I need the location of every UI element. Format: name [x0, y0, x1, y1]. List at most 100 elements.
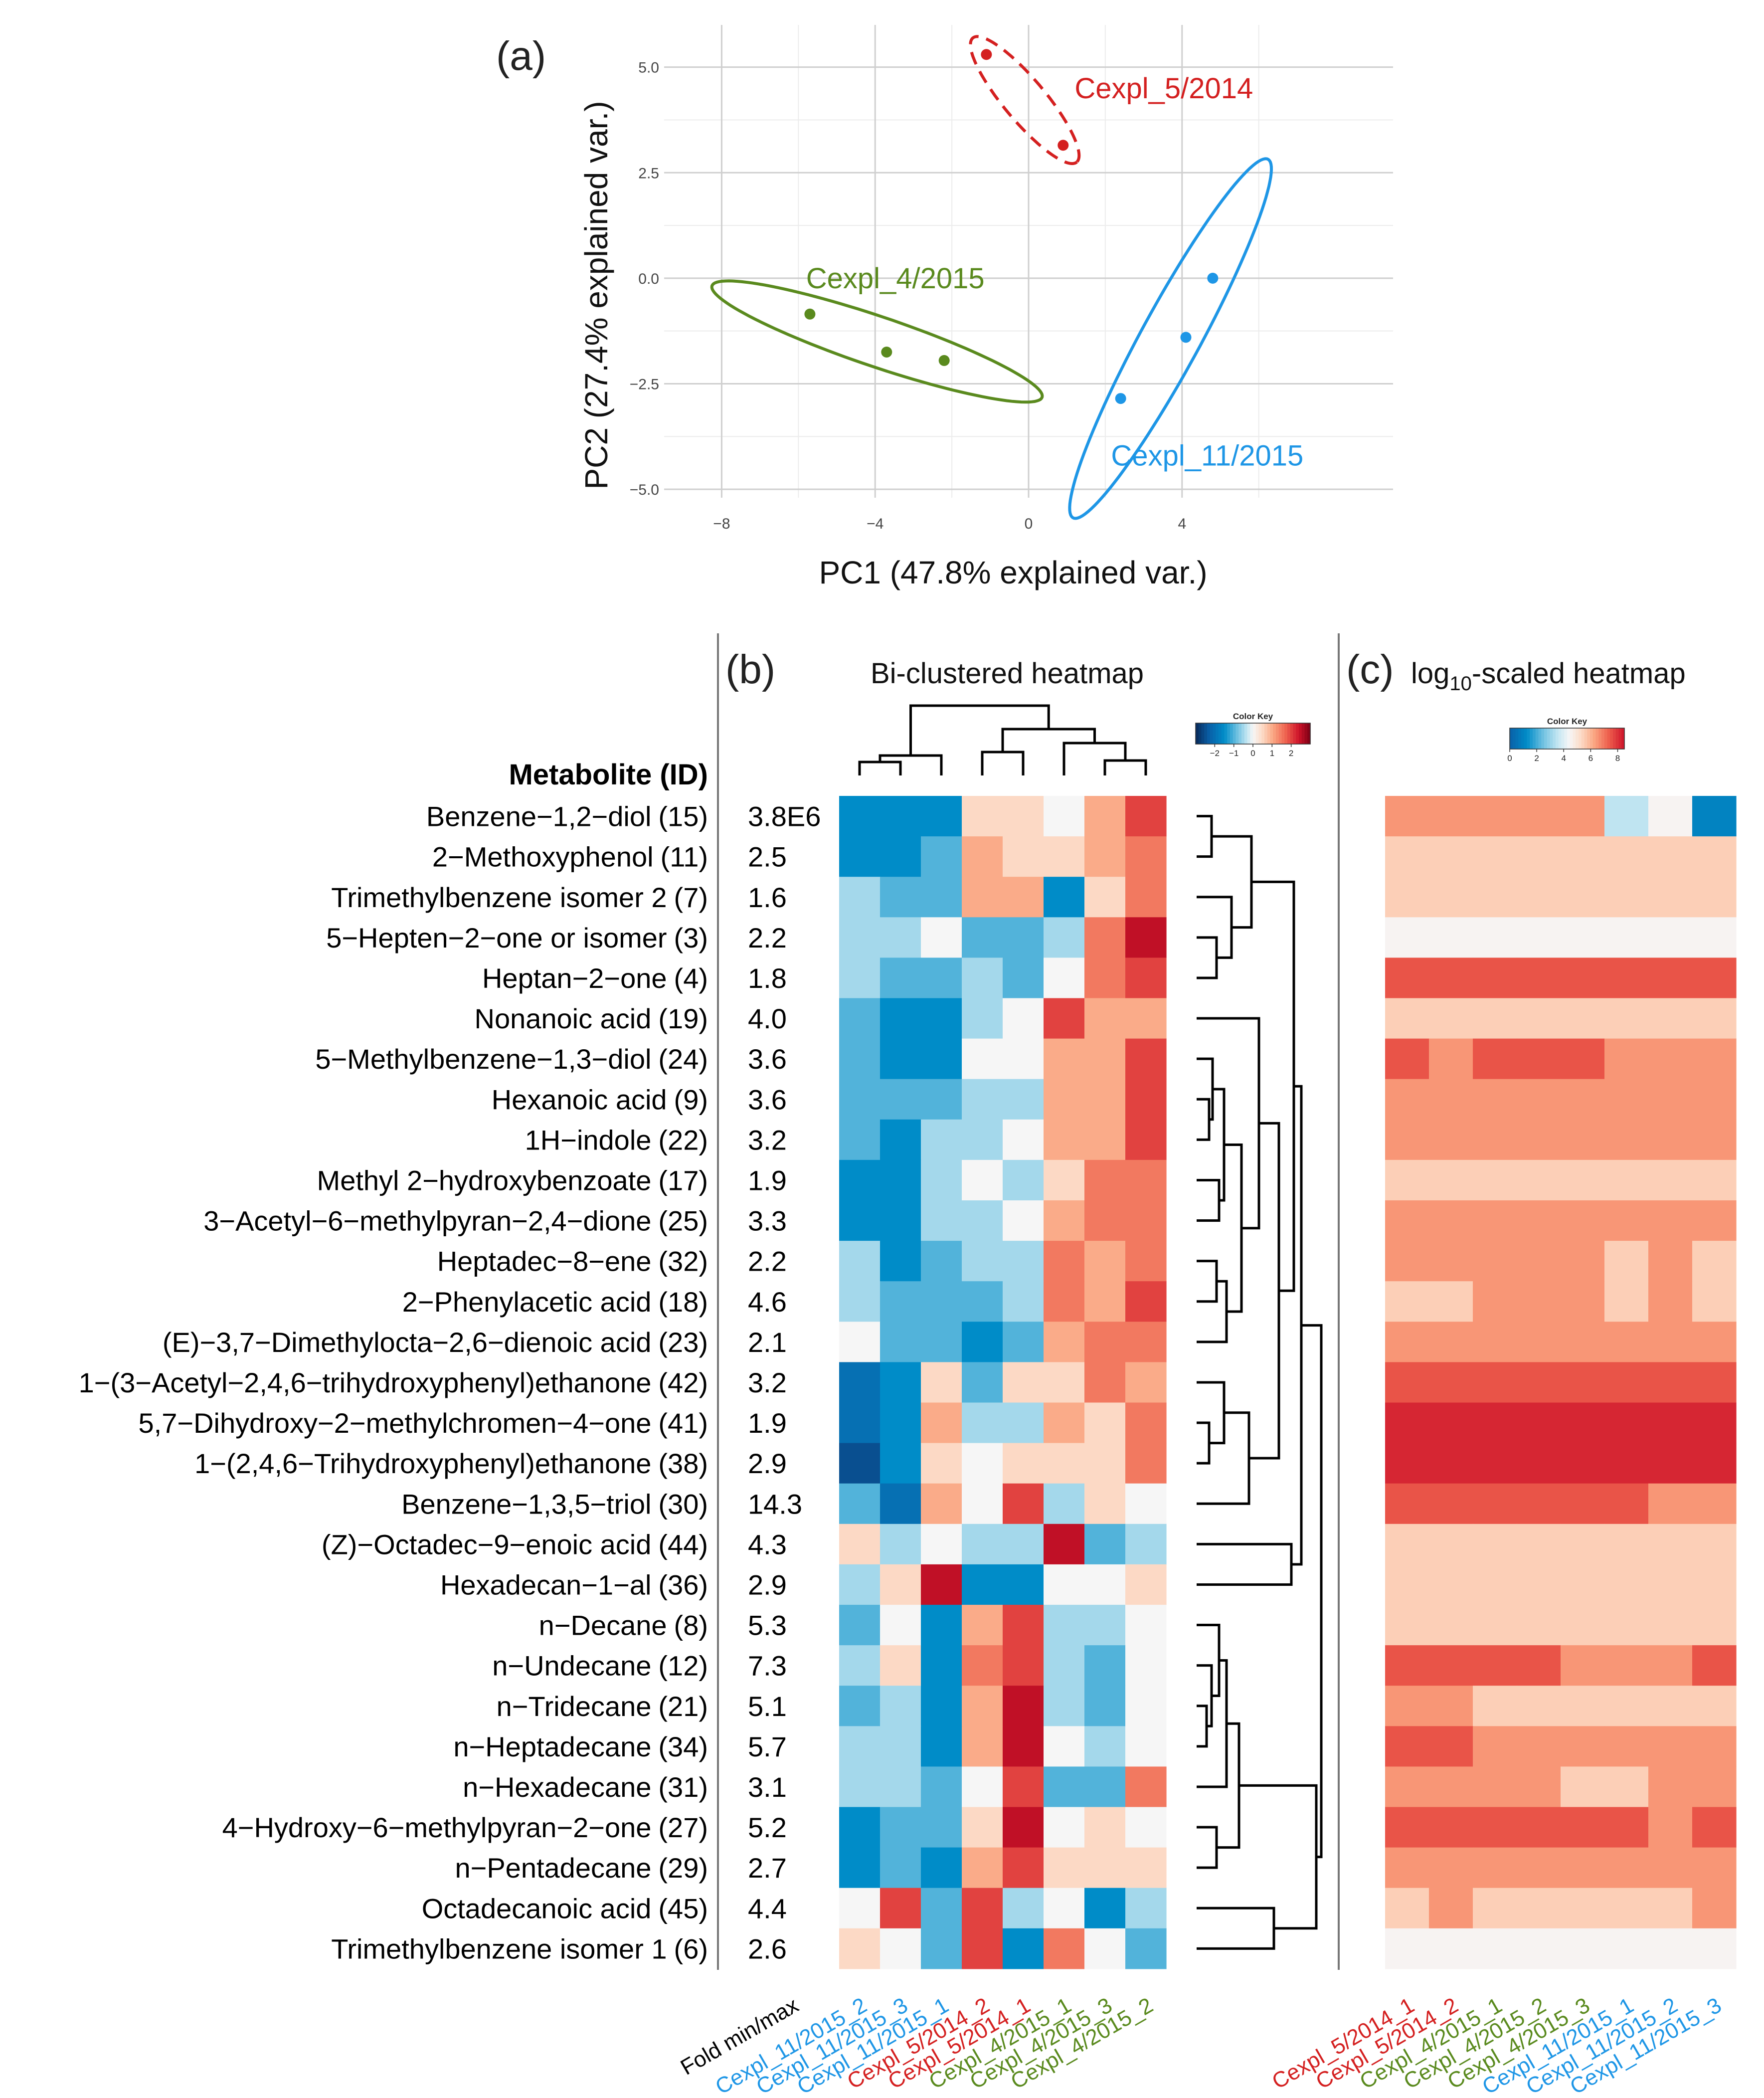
heatmap-b-cell [839, 1322, 881, 1362]
heatmap-b-cell [1003, 1564, 1044, 1605]
metabolite-id: (3) [674, 922, 708, 954]
heatmap-b-cell [962, 1079, 1003, 1120]
metabolite-id: (34) [658, 1731, 708, 1762]
heatmap-b-cell [880, 1079, 921, 1120]
metabolite-row-label: 2−Methoxyphenol (11) [432, 841, 708, 873]
heatmap-c-cell [1604, 1119, 1649, 1160]
heatmap-b-cell [1003, 877, 1044, 918]
heatmap-b-cell [1125, 1241, 1167, 1282]
heatmap-c-cell [1517, 877, 1561, 918]
metabolite-name: Heptan−2−one [482, 962, 667, 994]
heatmap-c-cell [1429, 836, 1473, 877]
heatmap-b-cell [962, 998, 1003, 1039]
heatmap-c-cell [1473, 1281, 1517, 1322]
metabolite-name: n−Tridecane [497, 1691, 652, 1722]
heatmap-c-cell [1561, 1726, 1605, 1767]
color-key-swatch [1278, 723, 1282, 744]
heatmap-b-cell [1125, 1362, 1167, 1403]
heatmap-b-cell [880, 796, 921, 837]
pca-group-ellipse [969, 35, 1081, 165]
pca-x-tick-label: 4 [1178, 516, 1186, 532]
heatmap-c-cell [1517, 1564, 1561, 1605]
heatmap-b-cell [1003, 1645, 1044, 1686]
fold-value: 4.0 [748, 1003, 787, 1034]
heatmap-c-cell [1648, 998, 1693, 1039]
heatmap-b-cell [962, 1483, 1003, 1525]
heatmap-c-cell [1517, 1766, 1561, 1808]
heatmap-b-cell [880, 1766, 921, 1808]
heatmap-b-cell [921, 1159, 962, 1201]
heatmap-b-cell [962, 1241, 1003, 1282]
heatmap-c-cell [1561, 1524, 1605, 1565]
heatmap-c-cell [1648, 1726, 1693, 1767]
heatmap-c-cell [1561, 1322, 1605, 1362]
heatmap-c-cell [1385, 1524, 1429, 1565]
metabolite-id: (36) [658, 1569, 708, 1600]
heatmap-c-cell [1473, 1524, 1517, 1565]
heatmap-c-cell [1604, 1847, 1649, 1889]
heatmap-c-cell [1429, 1079, 1473, 1120]
column-dendrogram-link [909, 704, 1050, 756]
metabolite-id: (38) [658, 1448, 708, 1479]
heatmap-b-cell [1003, 1483, 1044, 1525]
pca-point [1115, 393, 1126, 404]
heatmap-b-cell [1084, 1443, 1126, 1484]
heatmap-c-cell [1429, 1159, 1473, 1201]
heatmap-b-cell [1003, 1847, 1044, 1889]
heatmap-b-cell [1125, 1159, 1167, 1201]
heatmap-c-cell [1385, 1322, 1429, 1362]
color-key-swatch [1581, 728, 1585, 749]
heatmap-c-cell [1604, 1564, 1649, 1605]
heatmap-c-cell [1648, 1686, 1693, 1726]
heatmap-b-cell [1044, 1524, 1085, 1565]
heatmap-c-cell [1517, 1159, 1561, 1201]
heatmap-b-cell [1044, 1726, 1085, 1767]
heatmap-c-cell [1692, 836, 1737, 877]
heatmap-c-cell [1385, 1807, 1429, 1848]
metabolite-row-label: Benzene−1,2−diol (15) [426, 801, 708, 832]
heatmap-c-cell [1648, 877, 1693, 918]
color-key-tick-label: 4 [1562, 754, 1566, 763]
heatmap-c-cell [1604, 1524, 1649, 1565]
heatmap-b-cell [1084, 1402, 1126, 1444]
fold-value: 4.6 [748, 1286, 787, 1318]
heatmap-b-cell [1125, 1766, 1167, 1808]
heatmap-c-cell [1561, 796, 1605, 837]
heatmap-b-cell [1084, 1362, 1126, 1403]
heatmap-b-cell [962, 1119, 1003, 1160]
heatmap-c-cell [1692, 998, 1737, 1039]
heatmap-c-cell [1517, 1443, 1561, 1484]
heatmap-b-panel-label: (b) [725, 647, 775, 692]
fold-values: 3.8E6 2.5 1.6 2.2 1.8 4.0 3.6 3.6 3.2 1.9 3.3 2.2 4.… [748, 801, 821, 1965]
heatmap-c-cell [1692, 1241, 1737, 1282]
heatmap-b-cell [1125, 1281, 1167, 1322]
heatmap-c-cell [1648, 1483, 1693, 1525]
color-key-swatch [1556, 728, 1559, 749]
metabolite-name: n−Decane [539, 1610, 667, 1641]
heatmap-c-title-prefix: log [1411, 657, 1449, 690]
color-key-swatch [1570, 728, 1574, 749]
metabolite-row-labels: Benzene−1,2−diol (15)2−Methoxyphenol (11)T… [79, 801, 708, 1965]
metabolite-row-label: n−Decane (8) [539, 1610, 708, 1641]
heatmap-c-cell [1692, 1038, 1737, 1080]
color-key-swatch [1307, 723, 1311, 744]
heatmap-c-cell [1561, 1645, 1605, 1686]
heatmap-c-cell [1385, 1079, 1429, 1120]
heatmap-b-cell [962, 917, 1003, 958]
heatmap-b-cell [1044, 1686, 1085, 1726]
heatmap-c-cell [1648, 1807, 1693, 1848]
heatmap-c-cell [1604, 1726, 1649, 1767]
heatmap-c-cell [1517, 1928, 1561, 1969]
heatmap-c-cell [1604, 1362, 1649, 1403]
heatmap-b-cell [880, 1847, 921, 1889]
heatmap-b-cell [839, 1281, 881, 1322]
heatmap-b-cell [1084, 1322, 1126, 1362]
heatmap-b-cell [839, 917, 881, 958]
heatmap-c-cell [1604, 917, 1649, 958]
metabolite-name: 5,7−Dihydroxy−2−methylchromen−4−one [139, 1407, 652, 1439]
metabolite-id: (11) [661, 841, 708, 873]
heatmap-c-cell [1517, 1119, 1561, 1160]
heatmap-b-cell [962, 877, 1003, 918]
heatmap-b-cell [1125, 1483, 1167, 1525]
